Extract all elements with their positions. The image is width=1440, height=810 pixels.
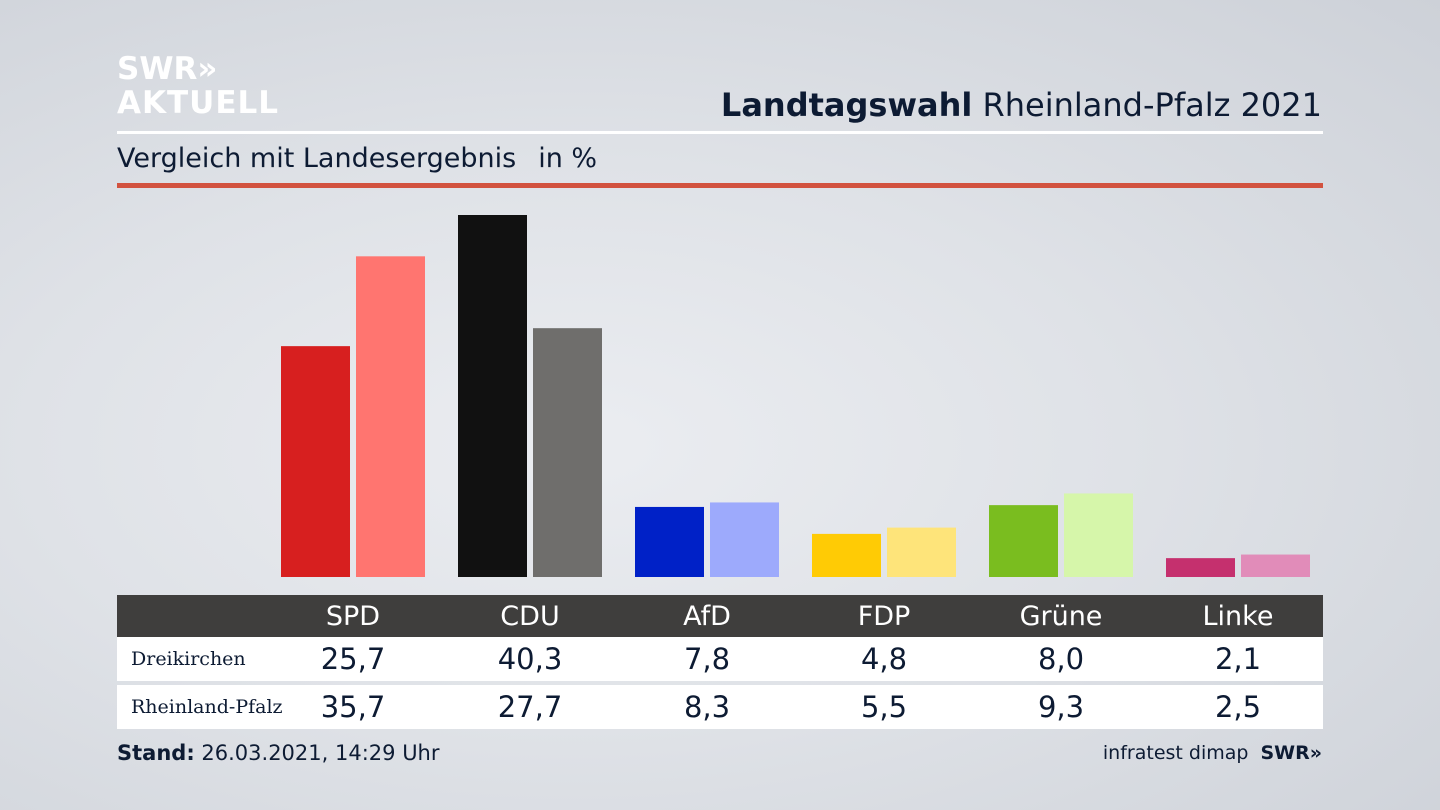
subtitle-unit: in %: [538, 143, 598, 174]
row-label: Dreikirchen: [131, 648, 246, 670]
party-header: Grüne: [1019, 600, 1103, 632]
accent-divider: [117, 183, 1323, 188]
stand-label: Stand:: [117, 741, 195, 765]
value-cell: 4,8: [860, 642, 908, 676]
timestamp: Stand: 26.03.2021, 14:29 Uhr: [117, 741, 440, 765]
title-bold: Landtagswahl: [720, 86, 973, 124]
value-cell: 8,3: [683, 690, 731, 724]
bar-cdu-dreikirchen: [458, 215, 527, 577]
party-header: Linke: [1202, 600, 1274, 632]
party-header: SPD: [325, 600, 381, 632]
results-table: SPD CDU AfD FDP Grüne Linke Dreikirchen 25,7 4…: [117, 595, 1323, 729]
bar-grne-rheinland-pfalz: [1064, 493, 1133, 577]
value-cell: 2,5: [1214, 690, 1262, 724]
party-header: FDP: [857, 600, 911, 632]
row-label: Rheinland-Pfalz: [131, 696, 283, 718]
table-row-rheinland-pfalz: Rheinland-Pfalz 35,7 27,7 8,3 5,5 9,3 2,5: [117, 685, 1323, 729]
party-header: AfD: [683, 600, 731, 632]
bar-linke-dreikirchen: [1166, 558, 1235, 577]
subtitle-text: Vergleich mit Landesergebnis: [117, 143, 517, 174]
value-cell: 27,7: [497, 690, 563, 724]
party-header: CDU: [500, 600, 560, 632]
logo-line-aktuell: AKTUELL: [117, 85, 280, 121]
source-text: infratest dimap: [1102, 742, 1249, 764]
value-cell: 35,7: [320, 690, 386, 724]
value-cell: 5,5: [860, 690, 908, 724]
value-cell: 8,0: [1037, 642, 1085, 676]
table-row-dreikirchen: Dreikirchen 25,7 40,3 7,8 4,8 8,0 2,1: [117, 637, 1323, 681]
chart-subtitle: Vergleich mit Landesergebnis in %: [117, 143, 597, 174]
table-header-row: SPD CDU AfD FDP Grüne Linke: [117, 595, 1323, 637]
bar-afd-rheinland-pfalz: [710, 502, 779, 577]
page-title: Landtagswahl Rheinland-Pfalz 2021: [721, 86, 1322, 124]
source-credit: infratest dimap SWR»: [1103, 742, 1322, 764]
header-divider: [117, 131, 1323, 134]
value-cell: 7,8: [683, 642, 731, 676]
logo-line-swr: SWR»: [117, 51, 218, 87]
bar-fdp-dreikirchen: [812, 533, 881, 577]
swr-aktuell-logo: SWR» AKTUELL: [117, 54, 279, 119]
value-cell: 2,1: [1214, 642, 1262, 676]
bar-cdu-rheinland-pfalz: [533, 328, 602, 577]
bar-grne-dreikirchen: [989, 505, 1058, 577]
bar-afd-dreikirchen: [635, 506, 704, 577]
bar-spd-dreikirchen: [281, 346, 350, 577]
swr-logo: SWR»: [1260, 742, 1322, 764]
value-cell: 40,3: [497, 642, 563, 676]
bar-spd-rheinland-pfalz: [356, 256, 425, 577]
bar-fdp-rheinland-pfalz: [887, 527, 956, 577]
bar-linke-rheinland-pfalz: [1241, 554, 1310, 577]
value-cell: 9,3: [1037, 690, 1085, 724]
title-rest: Rheinland-Pfalz 2021: [982, 86, 1322, 124]
value-cell: 25,7: [320, 642, 386, 676]
stand-value: 26.03.2021, 14:29 Uhr: [201, 741, 440, 765]
